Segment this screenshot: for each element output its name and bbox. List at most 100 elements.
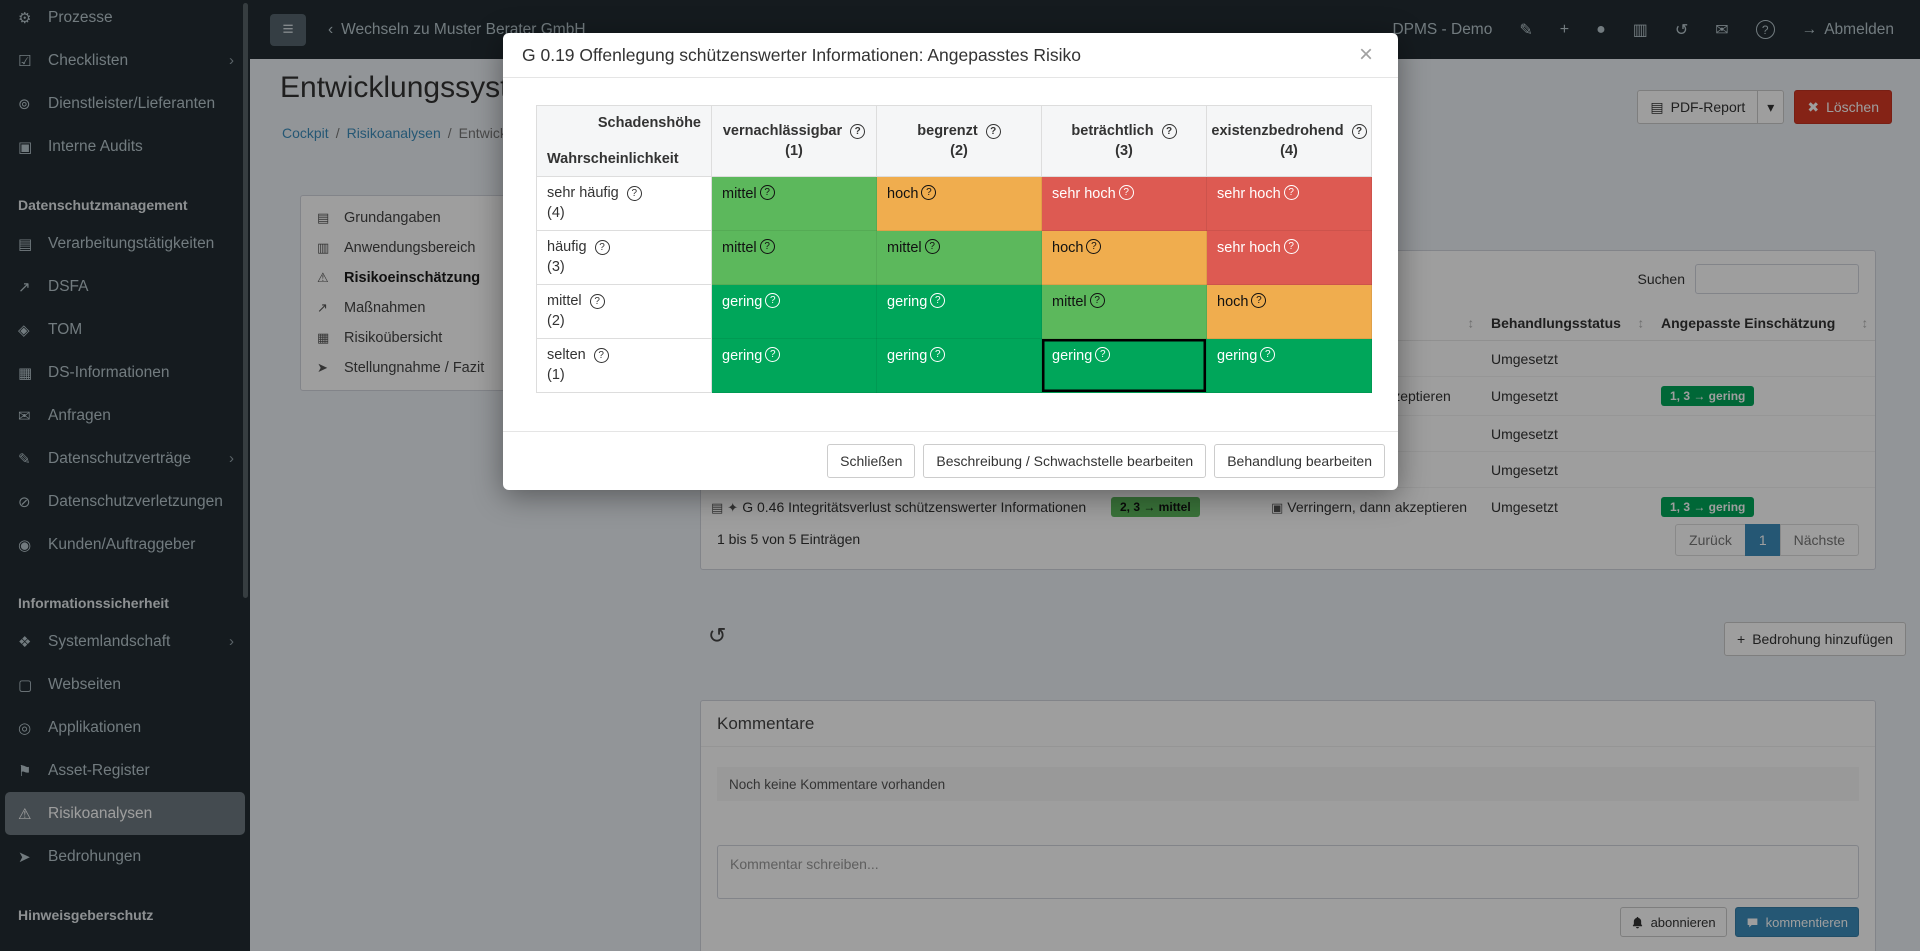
- pagination-page-1-button[interactable]: 1: [1744, 524, 1781, 556]
- sidebar-item-datenschutzverletzungen[interactable]: ⊘ Datenschutzverletzungen: [0, 480, 250, 523]
- subnav-item-risikouebersicht[interactable]: ▦ Risikoübersicht: [301, 323, 683, 353]
- matrix-cell[interactable]: hoch?: [1041, 230, 1207, 285]
- matrix-cell[interactable]: sehr hoch?: [1206, 176, 1372, 231]
- sidebar-item-risikoanalysen[interactable]: ⚠ Risikoanalysen: [5, 792, 245, 835]
- sidebar-item-tom[interactable]: ◈ TOM: [0, 308, 250, 351]
- history-icon[interactable]: ↺: [1674, 21, 1689, 39]
- contracts-icon: ✎: [18, 450, 31, 468]
- matrix-row-header: selten? (1): [536, 338, 712, 393]
- breadcrumb-cockpit[interactable]: Cockpit: [282, 125, 329, 141]
- sidebar-scrollbar[interactable]: [243, 3, 248, 598]
- matrix-cell[interactable]: gering?: [711, 284, 877, 339]
- system-landscape-icon: ❖: [18, 633, 32, 651]
- help-icon: ?: [850, 123, 866, 139]
- subnav-item-grundangaben[interactable]: ▤ Grundangaben: [301, 203, 683, 233]
- plus-icon[interactable]: +: [1559, 20, 1570, 38]
- pagination-prev-button[interactable]: Zurück: [1675, 524, 1746, 556]
- sidebar-item-kunden[interactable]: ◉ Kunden/Auftraggeber: [0, 523, 250, 566]
- matrix-cell[interactable]: mittel?: [1041, 284, 1207, 339]
- matrix-cell[interactable]: gering?: [876, 338, 1042, 393]
- pagination-next-button[interactable]: Nächste: [1779, 524, 1859, 556]
- matrix-cell[interactable]: mittel?: [711, 176, 877, 231]
- subnav-item-anwendungsbereich[interactable]: ▥ Anwendungsbereich: [301, 233, 683, 263]
- sidebar-item-label: Datenschutzverträge: [48, 449, 192, 467]
- sidebar-item-asset-register[interactable]: ⚑ Asset-Register: [0, 749, 250, 792]
- subscribe-button[interactable]: abonnieren: [1619, 907, 1727, 937]
- matrix-cell[interactable]: hoch?: [876, 176, 1042, 231]
- modal-close-button[interactable]: ×: [1353, 42, 1379, 68]
- edit-treatment-button[interactable]: Behandlung bearbeiten: [1214, 444, 1385, 478]
- matrix-cell[interactable]: mittel?: [711, 230, 877, 285]
- pdf-report-dropdown-button[interactable]: ▾: [1758, 90, 1785, 124]
- pdf-report-button[interactable]: ▤ PDF-Report: [1637, 90, 1759, 124]
- sidebar-item-datenschutzvertraege[interactable]: ✎ Datenschutzverträge ›: [0, 437, 250, 480]
- pdf-report-label: PDF-Report: [1670, 99, 1746, 115]
- sidebar-item-dsfa[interactable]: ↗ DSFA: [0, 265, 250, 308]
- matrix-cell[interactable]: hoch?: [1206, 284, 1372, 339]
- sidebar-item-ds-informationen[interactable]: ▦ DS-Informationen: [0, 351, 250, 394]
- delete-button[interactable]: ✖ Löschen: [1794, 90, 1892, 124]
- sidebar-item-webseiten[interactable]: ▢ Webseiten: [0, 663, 250, 706]
- matrix-row: mittel? (2) gering? gering? mittel? hoch?: [536, 284, 1372, 339]
- history-button[interactable]: ↺: [702, 622, 732, 650]
- matrix-cell[interactable]: mittel?: [876, 230, 1042, 285]
- treatment-label: Verringern, dann akzeptieren: [1287, 498, 1468, 515]
- help-icon: ?: [924, 239, 940, 254]
- sidebar-item-anfragen[interactable]: ✉ Anfragen: [0, 394, 250, 437]
- matrix-cell[interactable]: gering?: [1206, 338, 1372, 393]
- close-x-icon: ✖: [1807, 98, 1820, 115]
- table-search: Suchen: [1638, 264, 1859, 294]
- subnav-label: Maßnahmen: [344, 300, 426, 316]
- sidebar-item-bedrohungen[interactable]: ➤ Bedrohungen: [0, 835, 250, 878]
- hamburger-menu-button[interactable]: ≡: [270, 13, 306, 46]
- processes-icon: ⚙: [18, 9, 32, 27]
- logout-icon: →: [1801, 20, 1818, 38]
- sidebar-item-dienstleister[interactable]: ⊚ Dienstleister/Lieferanten: [0, 82, 250, 125]
- sidebar-section-datenschutzmanagement: Datenschutzmanagement: [18, 197, 188, 213]
- help-circle-icon[interactable]: ?: [1755, 20, 1775, 39]
- sidebar-item-prozesse[interactable]: ⚙ Prozesse: [0, 0, 250, 39]
- treatment-status: Umgesetzt: [1491, 388, 1558, 404]
- subscribe-label: abonnieren: [1650, 914, 1716, 930]
- comment-input[interactable]: [717, 845, 1859, 899]
- subnav-item-massnahmen[interactable]: ↗ Maßnahmen: [301, 293, 683, 323]
- edit-description-button[interactable]: Beschreibung / Schwachstelle bearbeiten: [923, 444, 1207, 478]
- subnav-item-stellungnahme[interactable]: ➤ Stellungnahme / Fazit: [301, 353, 683, 383]
- logout-button[interactable]: → Abmelden: [1802, 21, 1894, 39]
- add-threat-button[interactable]: + Bedrohung hinzufügen: [1724, 622, 1907, 656]
- clients-icon: ◉: [18, 536, 32, 554]
- breadcrumb-risikoanalysen[interactable]: Risikoanalysen: [346, 125, 441, 141]
- matrix-cell[interactable]: gering?: [876, 284, 1042, 339]
- comments-card: Kommentare Noch keine Kommentare vorhand…: [700, 700, 1876, 951]
- mail-icon[interactable]: ✉: [1715, 21, 1729, 39]
- modal-close-footer-button[interactable]: Schließen: [827, 444, 916, 478]
- matrix-column-header: existenzbedrohend? (4): [1206, 105, 1372, 177]
- asset-register-icon: ⚑: [18, 762, 32, 780]
- table-row[interactable]: ▤ ✦ G 0.46 Integritätsverlust schützenswer…: [701, 487, 1875, 526]
- column-header-angepasste-einschaetzung[interactable]: Angepasste Einschätzung ↕: [1651, 306, 1875, 341]
- caret-down-icon: ▾: [1767, 98, 1775, 115]
- sidebar-item-systemlandschaft[interactable]: ❖ Systemlandschaft ›: [0, 620, 250, 663]
- add-threat-label: Bedrohung hinzufügen: [1752, 631, 1894, 647]
- search-input[interactable]: [1695, 264, 1859, 294]
- matrix-cell[interactable]: sehr hoch?: [1206, 230, 1372, 285]
- comments-actions: abonnieren kommentieren: [1619, 907, 1859, 937]
- sidebar-item-interne-audits[interactable]: ▣ Interne Audits: [0, 125, 250, 168]
- matrix-cell[interactable]: gering?: [1041, 338, 1207, 393]
- matrix-cell[interactable]: gering?: [711, 338, 877, 393]
- matrix-cell[interactable]: sehr hoch?: [1041, 176, 1207, 231]
- document-icon: ▤: [711, 499, 724, 515]
- threats-icon: ➤: [18, 848, 31, 866]
- sidebar-item-verarbeitungstaetigkeiten[interactable]: ▤ Verarbeitungstätigkeiten: [0, 222, 250, 265]
- page-actions: ▤ PDF-Report ▾ ✖ Löschen: [1637, 90, 1892, 124]
- column-header-behandlungsstatus[interactable]: Behandlungsstatus ↕: [1481, 306, 1651, 341]
- edit-icon[interactable]: ✎: [1519, 21, 1533, 39]
- submit-comment-button[interactable]: kommentieren: [1734, 907, 1859, 937]
- table-entries-info: 1 bis 5 von 5 Einträgen: [717, 531, 861, 547]
- sidebar-item-checklisten[interactable]: ☑ Checklisten ›: [0, 39, 250, 82]
- record-icon[interactable]: ●: [1596, 20, 1606, 38]
- chart-columns-icon[interactable]: ▥: [1632, 21, 1648, 39]
- sidebar-item-applikationen[interactable]: ◎ Applikationen: [0, 706, 250, 749]
- subnav-item-risikoeinschaetzung[interactable]: ⚠ Risikoeinschätzung: [301, 263, 683, 293]
- threat-name: G 0.46 Integritätsverlust schützenswerte…: [742, 498, 1087, 515]
